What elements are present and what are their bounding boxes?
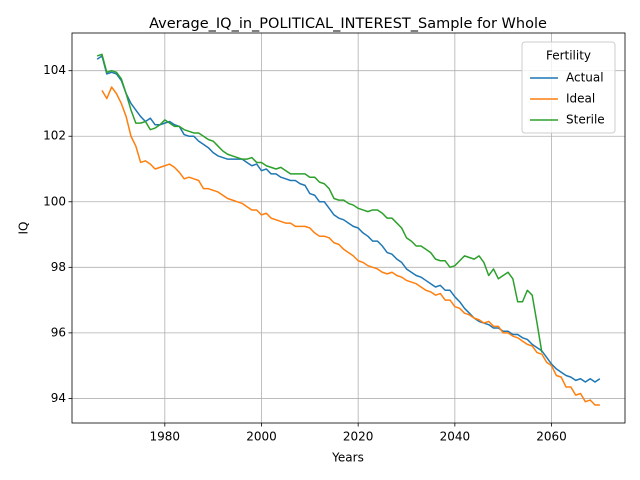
line-series xyxy=(96,53,543,353)
y-tick-label: 98 xyxy=(51,260,66,274)
x-tick-label: 2060 xyxy=(536,430,567,444)
line-series xyxy=(101,86,600,406)
y-tick-label: 96 xyxy=(51,325,66,339)
legend-label: Actual xyxy=(566,71,604,85)
line-series xyxy=(96,55,601,383)
legend-label: Ideal xyxy=(566,92,595,106)
plot-frame xyxy=(71,32,626,424)
y-tick-label: 94 xyxy=(51,391,66,405)
x-tick-label: 2020 xyxy=(343,430,374,444)
y-tick-label: 100 xyxy=(43,194,66,208)
x-axis-label: Years xyxy=(331,451,364,465)
legend-title: Fertility xyxy=(546,49,591,63)
y-tick-label: 102 xyxy=(43,129,66,143)
x-tick-label: 2000 xyxy=(246,430,277,444)
chart-title: Average_IQ_in_POLITICAL_INTEREST_Sample … xyxy=(149,16,547,32)
x-tick-label: 2040 xyxy=(440,430,471,444)
y-axis-label: IQ xyxy=(17,222,31,235)
x-tick-label: 1980 xyxy=(150,430,181,444)
legend-box xyxy=(521,41,616,134)
y-tick-label: 104 xyxy=(43,63,66,77)
legend: Fertility Actual Ideal Sterile xyxy=(521,41,616,134)
legend-label: Sterile xyxy=(566,113,605,127)
